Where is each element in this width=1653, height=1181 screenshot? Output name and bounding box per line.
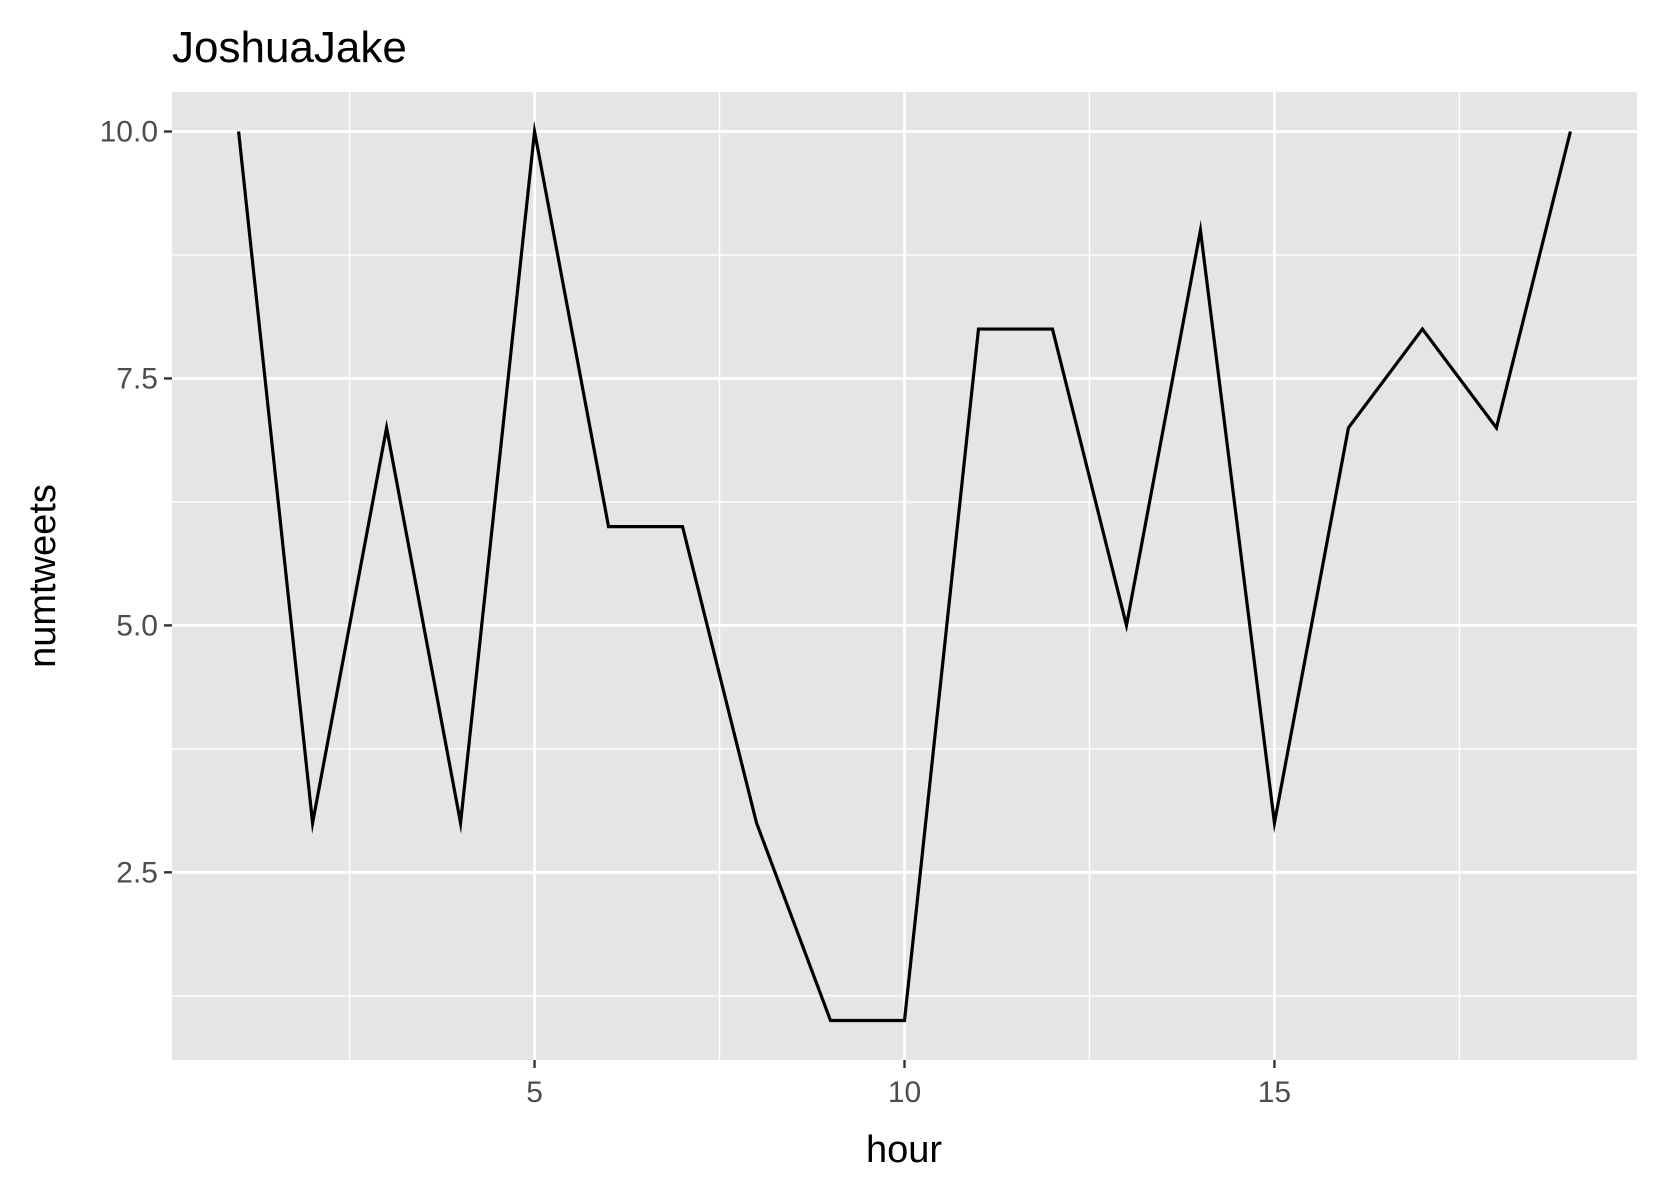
x-axis-title: hour (866, 1129, 942, 1171)
y-tick-label: 7.5 (116, 362, 158, 395)
major-grid (172, 92, 1637, 1060)
y-tick-label: 2.5 (116, 856, 158, 889)
x-tick-label: 5 (526, 1076, 543, 1109)
x-axis: 5 10 15 (526, 1060, 1291, 1109)
y-tick-label: 10.0 (100, 116, 158, 149)
series-line-0 (236, 120, 1572, 1023)
y-axis-title: numtweets (22, 484, 64, 668)
x-tick-label: 10 (888, 1076, 921, 1109)
series-layer (236, 120, 1572, 1023)
chart-title: JoshuaJake (172, 23, 407, 72)
y-axis: 2.5 5.0 7.5 10.0 (100, 116, 172, 889)
y-tick-label: 5.0 (116, 609, 158, 642)
x-tick-label: 15 (1258, 1076, 1291, 1109)
